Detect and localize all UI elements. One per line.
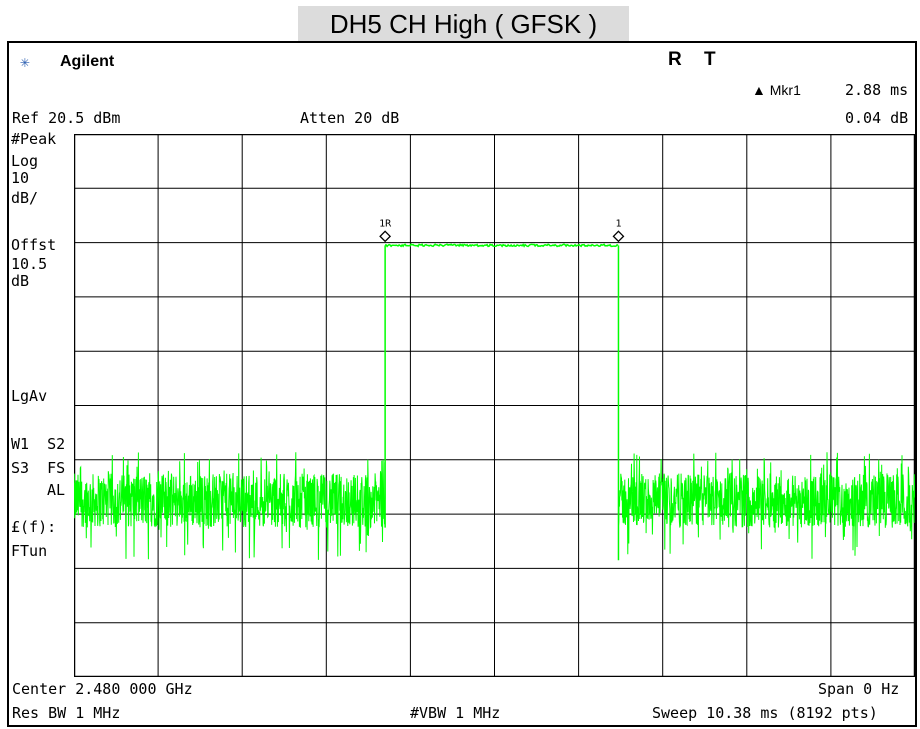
agilent-spark-icon: ✳	[20, 52, 30, 71]
marker-diamond	[379, 230, 392, 243]
burst-top-trace	[385, 243, 619, 248]
chart-title: DH5 CH High ( GFSK )	[298, 6, 629, 42]
scale-type: Log	[11, 152, 39, 170]
marker-label: 1	[615, 218, 621, 229]
marker-label: ▲ Mkr1	[752, 82, 801, 98]
span-label: Span 0 Hz	[818, 680, 900, 698]
indicator-t: T	[704, 49, 716, 70]
center-frequency: Center 2.480 000 GHz	[12, 680, 193, 698]
marker-value: 0.04 dB	[845, 109, 909, 127]
brand-label: Agilent	[60, 53, 115, 70]
ftun-label: FTun	[11, 542, 48, 560]
analyzer-screen	[7, 41, 917, 727]
ref-level: Ref 20.5 dBm	[12, 109, 121, 127]
indicator-r: R	[668, 49, 682, 70]
ff-label: £(f):	[11, 518, 57, 536]
marker-time: 2.88 ms	[845, 81, 909, 99]
rbw-label: Res BW 1 MHz	[12, 704, 121, 722]
avg-type: LgAv	[11, 387, 48, 405]
attenuation: Atten 20 dB	[300, 109, 400, 127]
offset-value: 10.5	[11, 255, 48, 273]
sweep-label: Sweep 10.38 ms (8192 pts)	[652, 704, 878, 722]
noise-floor-trace	[74, 452, 915, 560]
offset-label: Offst	[11, 236, 57, 254]
offset-unit: dB	[11, 272, 30, 290]
s3fs-label: S3 FS	[11, 459, 66, 477]
trace-plot: 1R 1	[74, 134, 915, 677]
vbw-label: #VBW 1 MHz	[410, 704, 501, 722]
al-label: AL	[47, 481, 66, 499]
w1s2-label: W1 S2	[11, 435, 66, 453]
detector-label: #Peak	[11, 130, 57, 148]
scale-value: 10	[11, 169, 30, 187]
plot-border	[74, 134, 915, 677]
marker-label: 1R	[379, 218, 392, 229]
scale-unit: dB/	[11, 189, 39, 207]
marker-diamond	[612, 230, 625, 243]
